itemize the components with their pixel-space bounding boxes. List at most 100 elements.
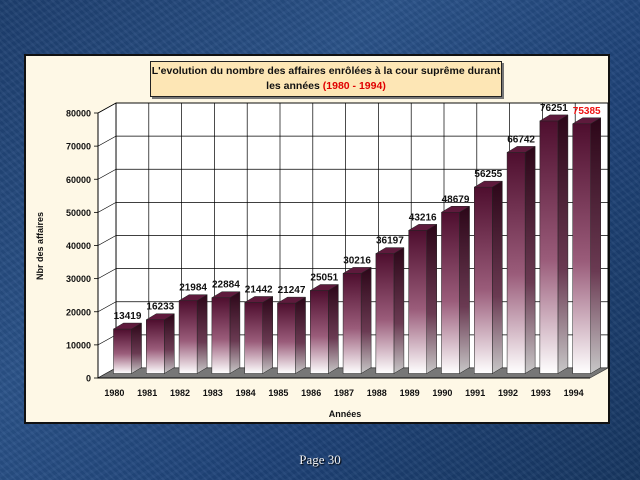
chart-title-line2: les années (1980 - 1994) — [151, 79, 501, 94]
bar-side — [131, 322, 142, 374]
bar — [112, 322, 143, 374]
bar-side — [295, 296, 306, 374]
bar — [571, 117, 602, 374]
x-tick-label: 1987 — [334, 388, 354, 398]
y-tick-label: 20000 — [66, 307, 91, 317]
y-gridline-side — [97, 268, 117, 279]
bar-top — [178, 294, 209, 301]
bar — [407, 223, 438, 374]
bar-side — [328, 284, 339, 374]
bar-value-label: 36197 — [376, 236, 404, 247]
bar — [309, 284, 340, 374]
bar — [145, 313, 176, 374]
x-axis-label: Années — [329, 409, 362, 419]
bar — [276, 296, 307, 374]
bar — [506, 145, 537, 374]
chart-title-years-label: les années — [266, 80, 320, 92]
y-tick-label: 80000 — [66, 109, 91, 119]
x-tick-label: 1989 — [400, 388, 420, 398]
bar-value-label: 43216 — [409, 212, 437, 223]
bar-top — [407, 224, 438, 231]
bar-side — [360, 266, 372, 374]
bar-side — [524, 145, 536, 374]
bar-value-label: 25051 — [310, 273, 338, 284]
bar-front — [310, 290, 329, 374]
bar — [243, 296, 274, 374]
y-tick-label: 70000 — [66, 142, 91, 152]
bar-value-label: 21984 — [179, 283, 207, 294]
y-tick-label: 50000 — [66, 208, 91, 218]
bar — [538, 114, 569, 374]
x-tick-label: 1992 — [498, 388, 518, 398]
bar — [342, 266, 373, 374]
bar-value-label: 56255 — [474, 169, 502, 180]
y-gridline-side — [97, 235, 117, 246]
bar-front — [506, 152, 526, 374]
bar-side — [492, 180, 503, 374]
y-tick-label: 0 — [86, 374, 91, 384]
x-tick-label: 1981 — [137, 388, 157, 398]
x-tick-label: 1984 — [236, 388, 256, 398]
bar-front — [474, 186, 493, 374]
bar-front — [277, 302, 296, 374]
y-gridline-side — [97, 334, 117, 346]
chart-title-range: (1980 - 1994) — [322, 80, 386, 92]
bar-top — [440, 206, 471, 213]
x-tick-label: 1983 — [203, 388, 223, 398]
x-tick-label: 1980 — [104, 388, 124, 398]
x-tick-label: 1991 — [465, 388, 485, 398]
bar-value-label: 75385 — [573, 106, 601, 117]
bar-side — [196, 294, 208, 374]
x-tick-label: 1985 — [268, 388, 288, 398]
bar-side — [393, 247, 405, 374]
bar-value-label: 13419 — [114, 311, 142, 322]
bar — [210, 291, 241, 374]
bar-top — [112, 322, 143, 330]
bar-side — [262, 296, 273, 374]
y-gridline-side — [97, 135, 117, 147]
bar-front — [113, 328, 132, 374]
y-gridline-side — [97, 301, 117, 313]
bar-top — [506, 146, 537, 153]
y-axis-label: Nbr des affaires — [35, 212, 45, 280]
bar-value-label: 48679 — [442, 194, 470, 205]
bar-value-label: 21442 — [245, 284, 273, 295]
bar-top — [473, 180, 504, 188]
bar-front — [342, 273, 362, 374]
x-tick-label: 1990 — [432, 388, 452, 398]
bar-front — [539, 120, 559, 374]
bar-front — [146, 319, 165, 374]
page-number: Page 30 — [299, 452, 341, 467]
bar-top — [538, 114, 569, 122]
bar-value-label: 76251 — [540, 103, 568, 114]
y-gridline-side — [97, 168, 117, 180]
bar-top — [210, 291, 241, 298]
bar-front — [441, 212, 460, 374]
y-tick-label: 60000 — [66, 175, 91, 185]
chart-title: L'evolution du nombre des affaires enrôl… — [150, 61, 502, 97]
x-tick-label: 1993 — [531, 388, 551, 398]
bar-top — [374, 247, 405, 254]
bar-top — [571, 117, 602, 125]
bar-side — [229, 291, 241, 374]
x-tick-label: 1988 — [367, 388, 387, 398]
bar-side — [164, 313, 175, 374]
y-tick-label: 30000 — [66, 274, 91, 284]
bar-top — [342, 267, 373, 274]
bar — [178, 294, 209, 374]
bar-front — [211, 297, 231, 374]
bar — [440, 205, 471, 374]
bar-top — [243, 296, 274, 303]
bar-value-label: 21247 — [278, 285, 306, 296]
bar-side — [459, 205, 470, 374]
bar-value-label: 22884 — [212, 280, 240, 291]
bar-side — [590, 117, 601, 374]
bar-front — [572, 123, 591, 374]
bar-value-label: 16233 — [146, 302, 174, 313]
x-tick-label: 1986 — [301, 388, 321, 398]
bar-front — [408, 230, 427, 374]
bar-front — [375, 253, 395, 374]
bar — [374, 247, 405, 374]
y-gridline-side — [97, 202, 117, 213]
